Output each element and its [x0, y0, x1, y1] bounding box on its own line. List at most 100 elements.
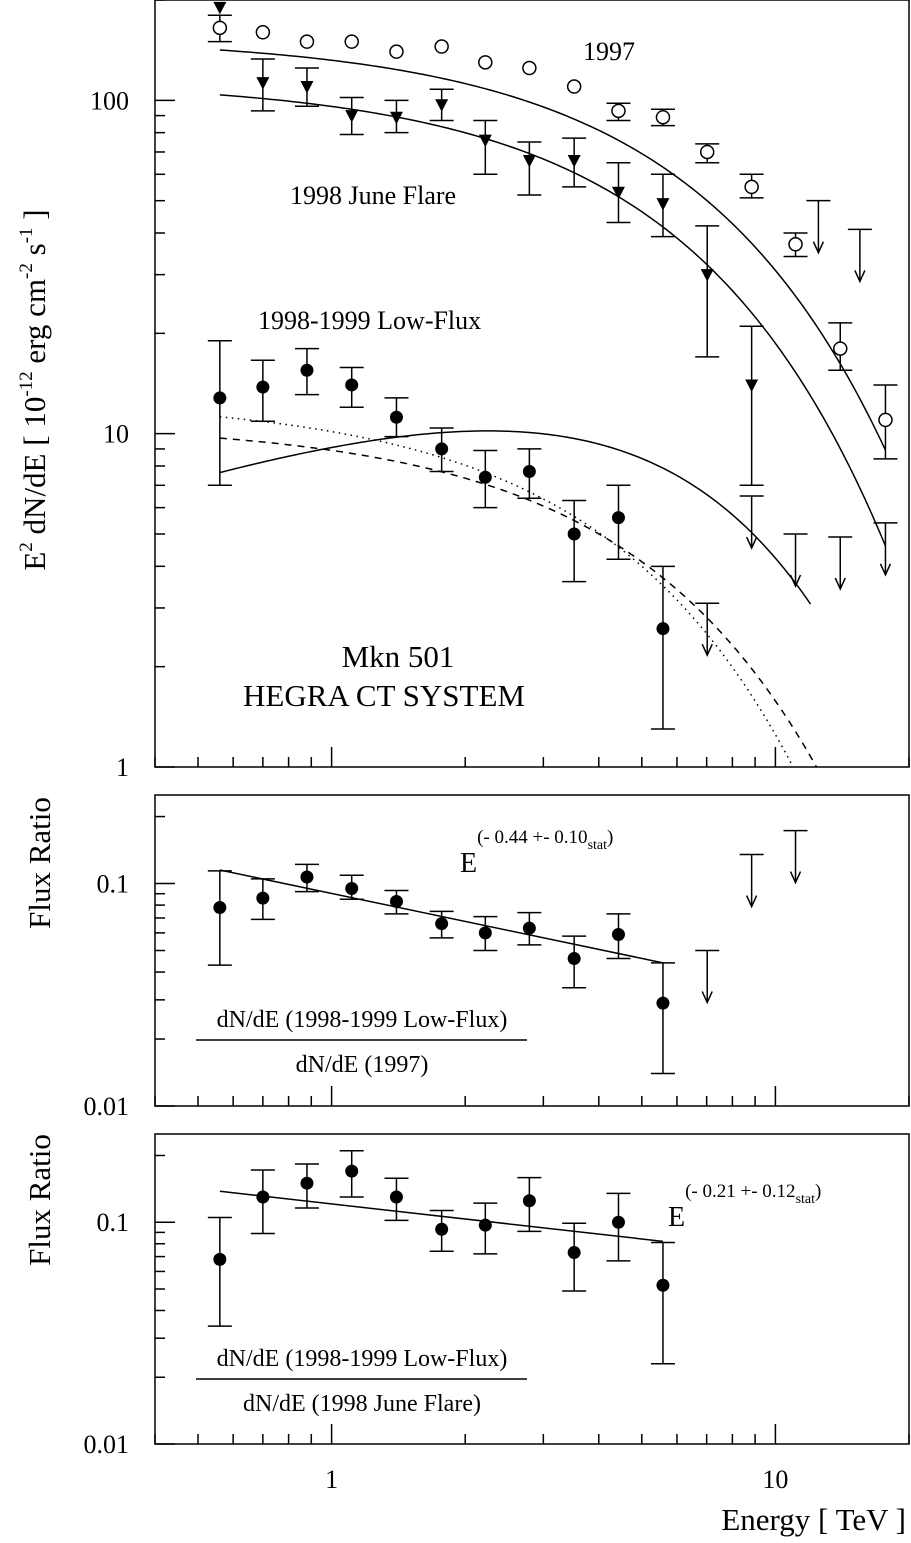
data-point-filled-circle: [611, 928, 625, 942]
data-point-open-circle: [699, 144, 715, 160]
x-tick-label: 1: [325, 1465, 338, 1494]
upper-limit-arrow: [701, 991, 713, 1005]
data-point-open-circle: [255, 25, 271, 40]
instrument-name: HEGRA CT SYSTEM: [243, 678, 525, 713]
data-point-filled-circle: [656, 1278, 670, 1292]
data-point-triangle: [345, 110, 359, 123]
data-point-open-circle: [478, 55, 493, 70]
spectrum-panel: 1 10 100 E2 dN/dE [ 10-12 erg cm-2 s-1 ] 1…: [16, 0, 910, 782]
data-point-filled-circle: [611, 511, 625, 525]
data-point-filled-circle: [300, 870, 314, 884]
data-point-filled-circle: [522, 465, 536, 479]
ratio-1997-axes: 0.01 0.1: [84, 815, 910, 1121]
data-point-filled-circle: [656, 996, 670, 1010]
upper-limit-arrow: [745, 895, 758, 909]
x-tick-label: 10: [762, 1465, 788, 1494]
spectrum-y-axis-label: E2 dN/dE [ 10-12 erg cm-2 s-1 ]: [16, 209, 52, 570]
fit-curve-solid: [219, 94, 887, 547]
data-point-filled-circle: [478, 926, 492, 940]
data-point-filled-circle: [300, 363, 314, 377]
upper-limit-arrow: [812, 241, 825, 255]
fit-curve-solid: [219, 430, 812, 605]
y-tick-label: 10: [103, 420, 129, 449]
fit-curve-dotted: [219, 416, 794, 768]
data-point-open-circle: [566, 79, 582, 94]
spectrum-axes: 1 10 100: [90, 0, 910, 782]
upper-limit-arrow: [834, 577, 846, 591]
ratio-flare-denominator: dN/dE (1998 June Flare): [243, 1391, 481, 1417]
y-tick-label: 100: [90, 86, 129, 115]
y-tick-label: 0.1: [97, 1208, 130, 1237]
data-point-triangle: [656, 198, 670, 211]
data-point-filled-circle: [389, 895, 403, 909]
spectrum-fit-curves: [219, 49, 887, 768]
spectrum-data-points: [207, 1, 898, 730]
data-point-open-circle: [744, 179, 759, 195]
data-point-triangle: [213, 1, 227, 15]
data-point-open-circle: [299, 34, 315, 49]
data-point-filled-circle: [256, 1190, 270, 1204]
data-point-triangle: [435, 99, 449, 112]
data-point-open-circle: [878, 412, 893, 428]
ratio-flare-y-axis-label: Flux Ratio: [22, 1134, 57, 1266]
data-point-open-circle: [344, 34, 359, 49]
data-point-filled-circle: [389, 1190, 403, 1204]
ratio-flare-axes: 0.01 0.1 1 10: [84, 1154, 910, 1494]
data-point-triangle: [256, 77, 270, 90]
upper-limit-arrow: [789, 871, 802, 885]
data-point-filled-circle: [567, 527, 581, 541]
data-point-triangle: [522, 154, 536, 168]
data-point-filled-circle: [389, 410, 403, 424]
ratio-1997-y-axis-label: Flux Ratio: [22, 797, 57, 929]
data-point-filled-circle: [567, 1246, 581, 1260]
data-point-open-circle: [788, 237, 803, 252]
data-point-filled-circle: [256, 380, 270, 394]
spectrum-plot-frame: [154, 0, 910, 768]
ratio-flare-panel: 0.01 0.1 1 10 Flux Ratio E(- 0.21 +- 0.12st…: [22, 1133, 910, 1537]
data-point-triangle: [700, 269, 714, 282]
ratio-1997-data-points: [207, 829, 808, 1075]
upper-limit-arrow: [745, 536, 758, 550]
fit-curve-dashed: [219, 437, 818, 768]
upper-limit-arrow: [701, 643, 713, 658]
data-point-filled-circle: [656, 622, 670, 636]
data-point-triangle: [611, 186, 625, 200]
data-point-open-circle: [212, 20, 228, 36]
data-point-filled-circle: [300, 1176, 314, 1190]
ratio-1997-panel: 0.01 0.1 Flux Ratio E(- 0.44 +- 0.10stat)…: [22, 794, 910, 1121]
y-tick-label: 1: [116, 753, 129, 782]
data-point-open-circle: [434, 39, 449, 54]
data-point-open-circle: [611, 103, 626, 119]
data-point-filled-circle: [522, 1194, 536, 1208]
data-point-filled-circle: [345, 1164, 359, 1178]
ratio-flare-fit-label: E(- 0.21 +- 0.12stat): [668, 1181, 821, 1233]
upper-limit-arrow: [854, 270, 866, 284]
label-1997: 1997: [583, 37, 635, 66]
label-low-flux: 1998-1999 Low-Flux: [258, 306, 481, 335]
data-point-filled-circle: [435, 917, 449, 931]
x-axis-label: Energy [ TeV ]: [721, 1502, 906, 1537]
y-tick-label: 0.01: [84, 1092, 130, 1121]
data-point-triangle: [567, 154, 581, 168]
data-point-filled-circle: [345, 378, 359, 392]
data-point-filled-circle: [611, 1215, 625, 1229]
ratio-flare-numerator: dN/dE (1998-1999 Low-Flux): [217, 1346, 508, 1372]
fit-curve-solid: [219, 49, 887, 451]
ratio-1997-denominator: dN/dE (1997): [296, 1052, 429, 1078]
data-point-filled-circle: [435, 1222, 449, 1236]
data-point-filled-circle: [256, 891, 270, 905]
data-point-open-circle: [389, 44, 404, 59]
ratio-1997-fit-label: E(- 0.44 +- 0.10stat): [460, 827, 613, 879]
data-point-filled-circle: [478, 1218, 492, 1232]
data-point-triangle: [478, 134, 492, 148]
data-point-triangle: [745, 379, 759, 392]
ratio-1997-numerator: dN/dE (1998-1999 Low-Flux): [217, 1007, 508, 1033]
data-point-filled-circle: [435, 442, 449, 456]
label-1998-june-flare: 1998 June Flare: [290, 181, 456, 210]
data-point-triangle: [300, 81, 314, 94]
data-point-triangle: [389, 111, 403, 125]
ratio-flare-data-points: [207, 1150, 675, 1365]
data-point-filled-circle: [567, 952, 581, 966]
data-point-filled-circle: [522, 921, 536, 935]
